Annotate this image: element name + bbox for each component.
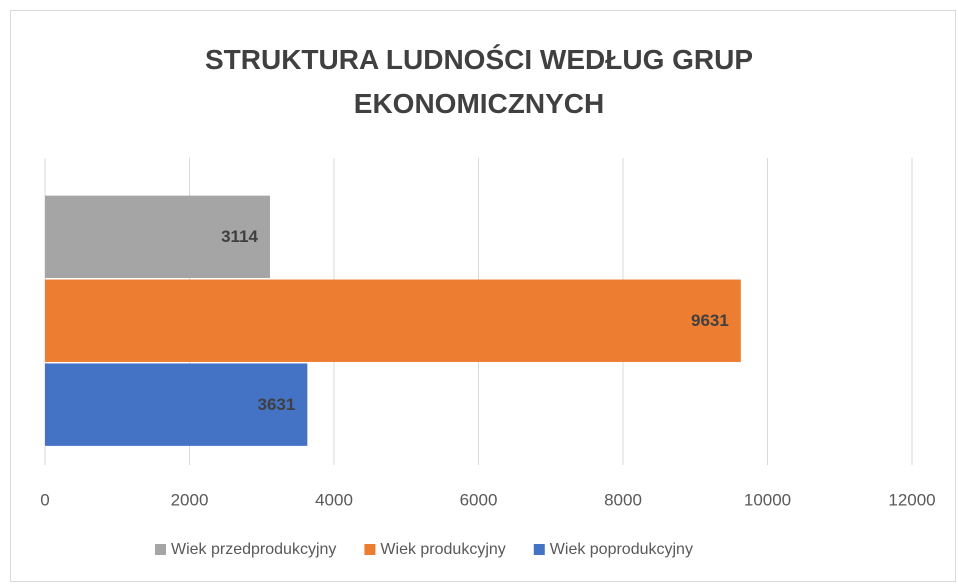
x-tick-label: 0 (40, 490, 49, 509)
legend-label: Wiek przedprodukcyjny (171, 541, 336, 558)
x-tick-label: 8000 (604, 490, 642, 509)
bar (45, 195, 270, 279)
x-tick-label: 4000 (315, 490, 353, 509)
data-label: 3114 (221, 227, 258, 246)
legend-label: Wiek produkcyjny (380, 541, 505, 558)
x-tick-label: 10000 (744, 490, 791, 509)
x-tick-label: 12000 (888, 490, 935, 509)
legend-swatch (155, 544, 166, 555)
data-label: 3631 (258, 395, 296, 414)
bar (45, 279, 741, 362)
bar (45, 363, 308, 446)
chart-frame (10, 10, 956, 582)
legend-label: Wiek poprodukcyjny (550, 541, 693, 558)
legend-swatch (364, 544, 376, 555)
x-tick-label: 2000 (171, 490, 209, 509)
data-label: 9631 (691, 311, 729, 330)
x-tick-label: 6000 (460, 490, 498, 509)
chart-title: STRUKTURA LUDNOŚCI WEDŁUG GRUP EKONOMICZ… (204, 44, 754, 119)
legend-swatch (533, 544, 545, 555)
